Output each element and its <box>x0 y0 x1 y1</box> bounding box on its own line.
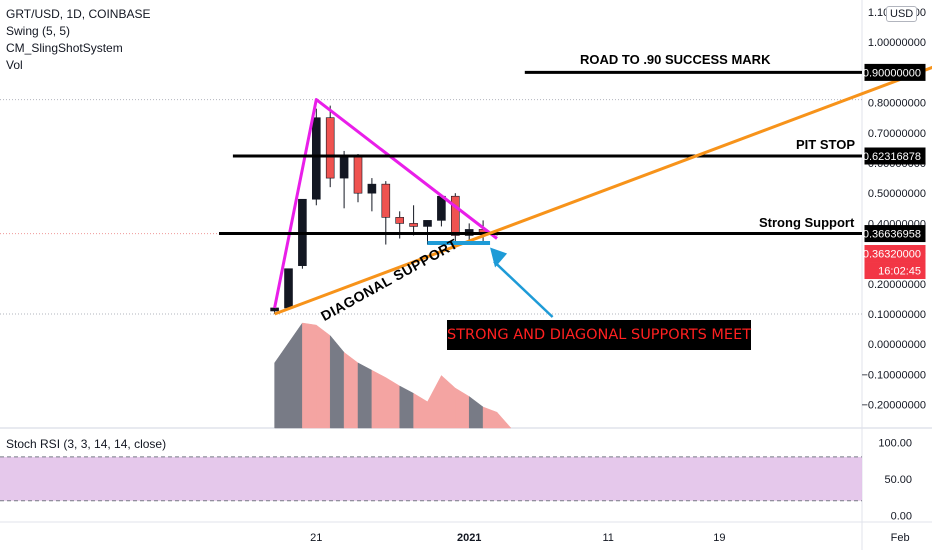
rsi-band <box>0 456 862 501</box>
price-tick-label: 0.00000000 <box>868 339 926 351</box>
price-tick-label: 0.50000000 <box>868 188 926 200</box>
volume-segment <box>302 322 317 429</box>
volume-segment <box>357 362 373 429</box>
rsi-tick-label: 100.00 <box>878 437 912 449</box>
candle-body <box>395 217 405 224</box>
volume-segment <box>455 387 470 429</box>
current-price-tag: 0.36320000 <box>863 249 921 261</box>
volume-segment <box>316 324 331 429</box>
road-to-90-label: ROAD TO .90 SUCCESS MARK <box>580 52 771 67</box>
volume-segment <box>441 374 456 429</box>
indicator-swing[interactable]: Swing (5, 5) <box>6 24 71 38</box>
candle-body <box>423 220 432 227</box>
pennant-triangle <box>273 98 498 309</box>
supports-meet-callout: STRONG AND DIAGONAL SUPPORTS MEET <box>447 320 751 350</box>
volume-segment <box>399 385 414 429</box>
volume-segment <box>329 334 345 429</box>
price-tick-label: 0.70000000 <box>868 128 926 140</box>
rsi-tick-label: 0.00 <box>891 510 912 522</box>
candle-body <box>450 195 460 236</box>
road-to-90-price-tag: 0.90000000 <box>863 67 921 79</box>
time-tick-label: 11 <box>602 532 613 544</box>
countdown-tag: 16:02:45 <box>878 266 921 278</box>
arrow-shaft <box>493 260 554 318</box>
price-tick-label: 0.80000000 <box>868 98 926 110</box>
candle-body <box>353 156 363 194</box>
stoch-rsi-label[interactable]: Stoch RSI (3, 3, 14, 14, close) <box>6 437 167 451</box>
time-tick-label: 19 <box>713 532 725 544</box>
volume-segment <box>371 369 387 429</box>
strong-support-label: Strong Support <box>759 215 855 230</box>
volume-segment <box>468 395 484 429</box>
currency-button[interactable]: USD <box>886 6 918 22</box>
price-tick-label: −0.20000000 <box>861 400 926 412</box>
time-tick-label: Feb <box>891 532 910 544</box>
volume-segment <box>482 406 498 429</box>
volume-segment <box>274 322 303 429</box>
diagonal-support-line <box>274 65 932 316</box>
candle-body <box>339 156 349 179</box>
price-tick-label: 0.10000000 <box>868 309 926 321</box>
volume-segment <box>496 411 512 429</box>
time-tick-label: 21 <box>310 532 322 544</box>
candle-body <box>381 183 391 218</box>
price-tick-label: −0.10000000 <box>861 369 926 381</box>
candle-body <box>270 307 279 312</box>
volume-segment <box>343 351 359 429</box>
arrow-head <box>490 247 508 268</box>
volume-segment <box>413 392 428 429</box>
price-tick-label: 0.20000000 <box>868 279 926 291</box>
candle-body <box>367 183 377 194</box>
pit-stop-price-tag-bg <box>864 147 926 165</box>
pit-stop-label: PIT STOP <box>796 137 855 152</box>
countdown-tag-bg <box>864 262 926 280</box>
price-tick-label: 1.00000000 <box>868 37 926 49</box>
symbol-header[interactable]: GRT/USD, 1D, COINBASE <box>6 7 151 21</box>
indicator-slingshot[interactable]: CM_SlingShotSystem <box>6 41 123 55</box>
chart-legend: GRT/USD, 1D, COINBASE Swing (5, 5) CM_Sl… <box>6 6 150 74</box>
volume-segment <box>385 377 400 429</box>
volume-segment <box>427 375 442 429</box>
strong-support-price-tag-bg <box>864 225 926 243</box>
current-price-tag-bg <box>864 245 926 263</box>
candle-body <box>284 268 293 309</box>
rsi-tick-label: 50.00 <box>884 474 912 486</box>
indicator-volume[interactable]: Vol <box>6 58 23 72</box>
candle-body <box>409 223 418 227</box>
candle-body <box>311 117 321 200</box>
strong-support-price-tag: 0.36636958 <box>863 229 921 241</box>
pit-stop-price-tag: 0.62316878 <box>863 151 921 163</box>
time-tick-label: 2021 <box>457 532 481 544</box>
candle-body <box>325 117 335 179</box>
candle-body <box>437 195 446 221</box>
road-to-90-price-tag-bg <box>864 63 926 81</box>
